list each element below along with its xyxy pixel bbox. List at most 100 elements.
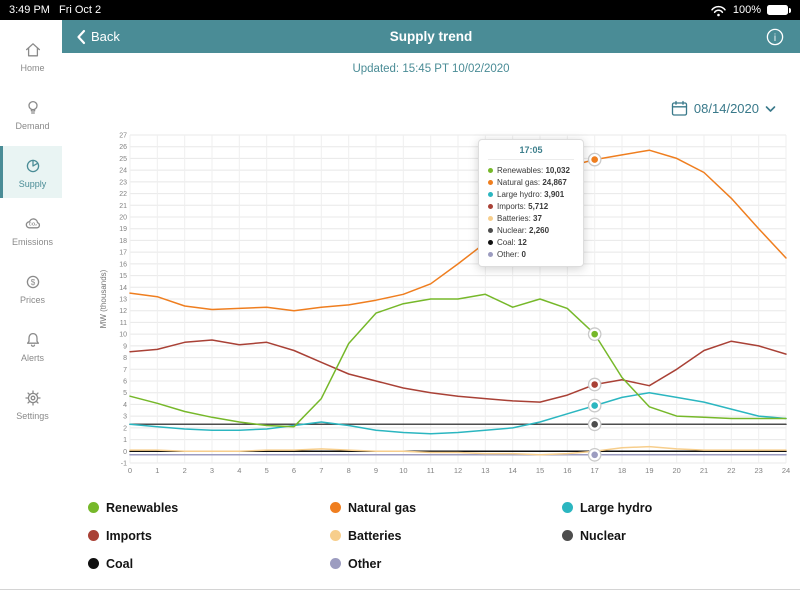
svg-text:17: 17 bbox=[119, 250, 127, 257]
svg-text:24: 24 bbox=[782, 466, 790, 475]
home-icon bbox=[25, 42, 40, 56]
legend-label: Renewables bbox=[106, 500, 179, 515]
marker-dot-renewables bbox=[591, 330, 598, 338]
legend-item-coal[interactable]: Coal bbox=[88, 556, 330, 571]
legend-item-large-hydro[interactable]: Large hydro bbox=[562, 500, 762, 515]
sidebar-item-settings[interactable]: Settings bbox=[0, 378, 62, 430]
svg-text:7: 7 bbox=[319, 466, 323, 475]
sidebar-item-emissions[interactable]: CO₂ Emissions bbox=[0, 204, 62, 256]
legend-dot bbox=[562, 502, 573, 513]
status-time: 3:49 PM bbox=[9, 4, 50, 16]
tooltip-row: Imports: 5,712 bbox=[488, 200, 574, 212]
svg-text:13: 13 bbox=[119, 297, 127, 304]
chart-svg: -101234567891011121314151617181920212223… bbox=[119, 133, 790, 476]
sidebar-item-alerts[interactable]: Alerts bbox=[0, 320, 62, 372]
status-date: Fri Oct 2 bbox=[58, 4, 102, 16]
svg-text:12: 12 bbox=[454, 466, 462, 475]
tooltip-series-value: Nuclear: 2,260 bbox=[497, 225, 550, 235]
sidebar-item-home[interactable]: Home bbox=[0, 30, 62, 82]
tooltip-series-value: Imports: 5,712 bbox=[497, 201, 549, 211]
tooltip-series-dot bbox=[488, 203, 493, 209]
legend-item-imports[interactable]: Imports bbox=[88, 528, 330, 543]
battery-icon bbox=[767, 5, 791, 15]
legend-dot bbox=[330, 558, 341, 569]
svg-text:22: 22 bbox=[727, 466, 735, 475]
svg-text:8: 8 bbox=[347, 466, 351, 475]
tooltip-series-value: Natural gas: 24,867 bbox=[497, 177, 567, 187]
sidebar-item-demand[interactable]: Demand bbox=[0, 88, 62, 140]
chart-legend: Renewables Natural gas Large hydro Imports B… bbox=[88, 500, 762, 571]
sidebar-label: Home bbox=[20, 62, 45, 73]
calendar-icon bbox=[671, 100, 688, 116]
legend-item-renewables[interactable]: Renewables bbox=[88, 500, 330, 515]
tooltip-row: Coal: 12 bbox=[488, 236, 574, 248]
svg-text:11: 11 bbox=[120, 320, 127, 327]
svg-text:22: 22 bbox=[119, 191, 127, 198]
legend-dot bbox=[88, 502, 99, 513]
svg-text:23: 23 bbox=[119, 179, 127, 186]
y-axis-label: MW (thousands) bbox=[99, 269, 108, 329]
wifi-icon bbox=[711, 5, 726, 17]
date-picker[interactable]: 08/14/2020 bbox=[671, 100, 776, 117]
legend-item-batteries[interactable]: Batteries bbox=[330, 528, 562, 543]
svg-text:13: 13 bbox=[481, 466, 489, 475]
svg-text:21: 21 bbox=[700, 466, 708, 475]
tooltip-series-dot bbox=[488, 179, 493, 185]
sidebar-item-prices[interactable]: $ Prices bbox=[0, 262, 62, 314]
tooltip-rows: Renewables: 10,032 Natural gas: 24,867 Lar… bbox=[488, 164, 574, 260]
svg-text:9: 9 bbox=[374, 466, 378, 475]
tooltip-series-dot bbox=[488, 251, 493, 257]
series-line-batteries bbox=[129, 445, 787, 456]
svg-text:26: 26 bbox=[119, 144, 127, 151]
legend-item-nuclear[interactable]: Nuclear bbox=[562, 528, 762, 543]
svg-text:8: 8 bbox=[123, 355, 127, 362]
svg-text:5: 5 bbox=[265, 466, 269, 475]
battery-percent: 100% bbox=[732, 4, 761, 16]
svg-text:3: 3 bbox=[210, 466, 214, 475]
marker-dot-natural-gas bbox=[591, 156, 598, 163]
svg-text:6: 6 bbox=[123, 379, 127, 386]
tooltip-row: Other: 0 bbox=[488, 248, 574, 260]
svg-text:16: 16 bbox=[119, 261, 127, 268]
marker-dot-large-hydro bbox=[591, 402, 598, 409]
svg-text:15: 15 bbox=[119, 273, 127, 280]
svg-text:19: 19 bbox=[645, 466, 653, 475]
svg-text:18: 18 bbox=[618, 466, 626, 475]
svg-text:25: 25 bbox=[119, 156, 127, 163]
legend-dot bbox=[88, 558, 99, 569]
legend-item-other[interactable]: Other bbox=[330, 556, 562, 571]
svg-text:20: 20 bbox=[672, 466, 680, 475]
back-button[interactable]: Back bbox=[76, 29, 120, 45]
svg-text:0: 0 bbox=[123, 449, 127, 456]
svg-text:3: 3 bbox=[123, 414, 127, 421]
svg-text:12: 12 bbox=[119, 308, 127, 315]
supply-trend-chart[interactable]: -1 0 1 2 3 4 5 6 7 8 9 10 11 12 13 14 15 16 17 18 19 20 21 22 23… bbox=[112, 125, 794, 482]
sidebar-label: Settings bbox=[16, 410, 49, 421]
lightbulb-icon bbox=[27, 100, 38, 114]
info-icon[interactable]: i bbox=[766, 28, 784, 46]
svg-text:10: 10 bbox=[399, 466, 407, 475]
svg-text:17: 17 bbox=[590, 466, 598, 475]
sidebar-item-supply[interactable]: Supply bbox=[0, 146, 62, 198]
tooltip-series-dot bbox=[488, 239, 493, 245]
co2-cloud-icon: CO₂ bbox=[25, 217, 40, 228]
tooltip-series-value: Other: 0 bbox=[497, 249, 526, 259]
legend-item-natural-gas[interactable]: Natural gas bbox=[330, 500, 562, 515]
svg-text:1: 1 bbox=[123, 437, 127, 444]
marker-dot-imports bbox=[591, 381, 598, 388]
legend-label: Other bbox=[348, 556, 382, 571]
legend-label: Coal bbox=[106, 556, 134, 571]
svg-text:10: 10 bbox=[119, 332, 127, 339]
status-bar: 3:49 PM Fri Oct 2 100% bbox=[0, 0, 800, 20]
tooltip-time: 17:05 bbox=[488, 140, 574, 160]
bell-icon bbox=[26, 332, 39, 347]
series-line-imports bbox=[129, 339, 787, 403]
tooltip-series-dot bbox=[488, 227, 493, 233]
legend-dot bbox=[330, 530, 341, 541]
dollar-icon: $ bbox=[26, 275, 39, 288]
tooltip-row: Large hydro: 3,901 bbox=[488, 188, 574, 200]
series-line-renewables bbox=[129, 293, 787, 428]
sidebar-label: Emissions bbox=[11, 236, 53, 247]
svg-text:23: 23 bbox=[754, 466, 762, 475]
svg-text:2: 2 bbox=[123, 425, 127, 432]
